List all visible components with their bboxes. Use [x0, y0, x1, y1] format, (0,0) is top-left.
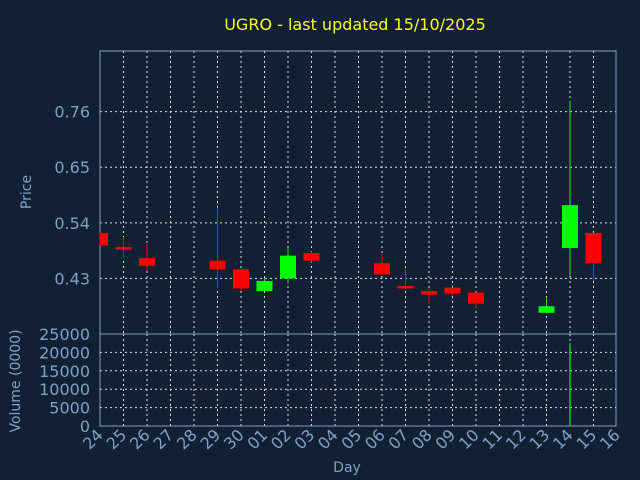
day-axis-label: Day — [333, 460, 361, 476]
candle-body — [397, 285, 414, 289]
candle-body — [100, 232, 108, 246]
volume-tick-label: 5000 — [49, 399, 90, 418]
candle-body — [585, 232, 602, 264]
chart-title: UGRO - last updated 15/10/2025 — [224, 15, 486, 34]
candle-body — [303, 253, 320, 261]
price-tick-label: 0.76 — [54, 103, 90, 122]
candle-body — [444, 287, 461, 294]
volume-axis-label: Volume (0000) — [8, 329, 24, 432]
volume-tick-label: 15000 — [39, 362, 90, 381]
candle-body — [468, 292, 484, 304]
candle-body — [139, 258, 155, 266]
x-tick-label: 16 — [596, 425, 624, 453]
candle-body — [562, 205, 578, 249]
candle-body — [233, 269, 249, 289]
x-axis-ticks: 2425262728293001020304050607080910111213… — [79, 425, 624, 453]
candle-body — [280, 255, 296, 279]
price-tick-label: 0.54 — [54, 214, 90, 233]
candle-body — [421, 291, 437, 295]
volume-frame — [99, 333, 617, 427]
candle-body — [209, 260, 226, 270]
price-tick-label: 0.65 — [54, 158, 90, 177]
candle-body — [538, 306, 555, 313]
price-tick-label: 0.43 — [54, 269, 90, 288]
candle-body — [256, 280, 273, 292]
volume-tick-label: 10000 — [39, 380, 90, 399]
volume-tick-label: 20000 — [39, 343, 90, 362]
volume-tick-label: 25000 — [39, 325, 90, 344]
candle-body — [115, 247, 132, 250]
volume-tick-label: 0 — [80, 417, 90, 436]
price-panel: 0.43 0.54 0.65 0.76 — [54, 50, 617, 335]
price-axis-label: Price — [19, 175, 35, 209]
candle-body — [374, 263, 390, 275]
